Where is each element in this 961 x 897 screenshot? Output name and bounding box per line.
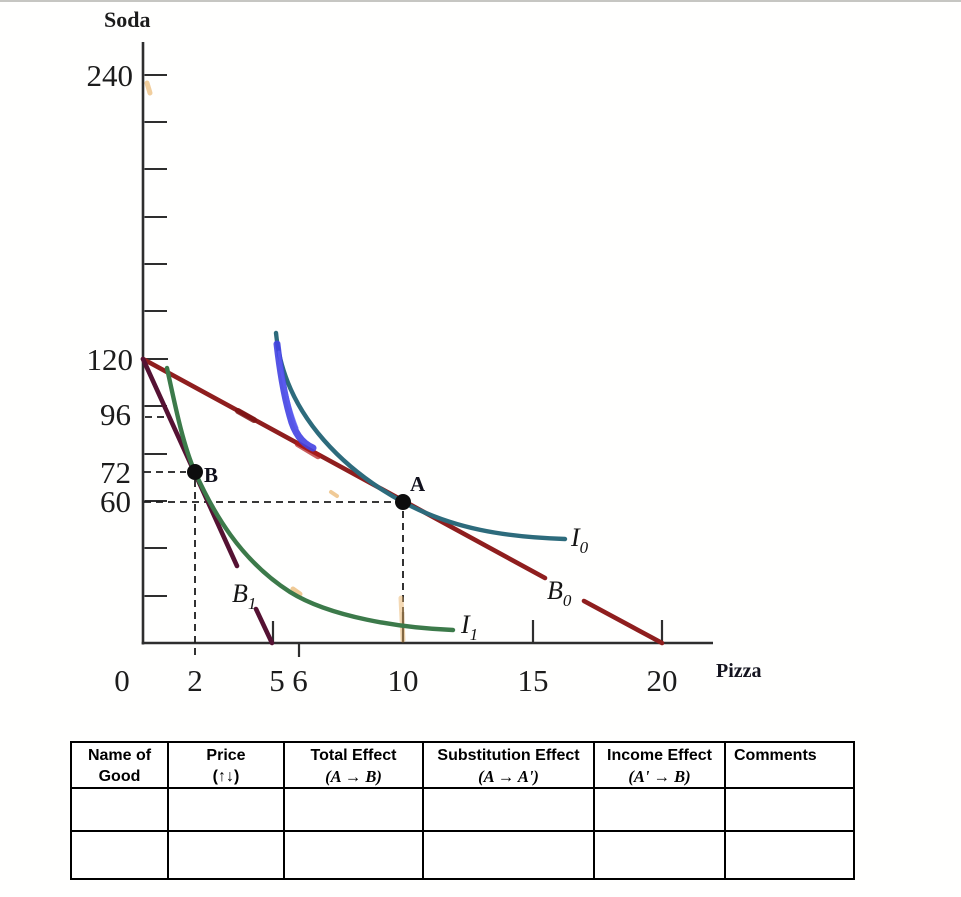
table-cell-row1-comments[interactable] <box>726 789 853 832</box>
budget-line-b0 <box>140 356 665 646</box>
budget-line-b1-label: B1 <box>232 579 256 613</box>
table-cell-row2-total-effect[interactable] <box>285 832 424 878</box>
effects-answer-table: Name of Good Price (↑↓) Total Effect (A … <box>70 741 855 880</box>
table-header-comments: Comments <box>726 743 853 789</box>
y-tick-label-72: 72 <box>100 455 131 490</box>
y-tick-label-96: 96 <box>100 397 131 432</box>
table-header-substitution-effect: Substitution Effect (A → A') <box>424 743 595 789</box>
blue-marker-trace <box>273 340 317 452</box>
indifference-curve-i1 <box>164 365 456 633</box>
indifference-curve-i0-label: I0 <box>570 523 589 557</box>
x-tick-label-6: 6 <box>292 663 308 698</box>
pen-marks-on-b0 <box>235 408 322 460</box>
budget-line-b0-label: B0 <box>547 576 572 610</box>
x-tick-label-2: 2 <box>187 663 203 698</box>
table-cell-row1-price[interactable] <box>169 789 285 832</box>
table-cell-row2-price[interactable] <box>169 832 285 878</box>
dashed-guides <box>144 416 404 656</box>
point-a <box>395 494 411 510</box>
table-cell-row1-name[interactable] <box>72 789 169 832</box>
point-b-label: B <box>204 463 218 487</box>
table-cell-row2-name[interactable] <box>72 832 169 878</box>
table-cell-row2-substitution-effect[interactable] <box>424 832 595 878</box>
y-axis-title: Soda <box>104 7 150 32</box>
point-a-label: A <box>410 472 426 496</box>
x-tick-label-15: 15 <box>518 663 549 698</box>
x-tick-label-10: 10 <box>388 663 419 698</box>
axes <box>141 42 713 645</box>
indifference-curve-i1-label: I1 <box>460 610 478 644</box>
y-tick-label-240: 240 <box>87 58 134 93</box>
table-header-name-of-good: Name of Good <box>72 743 169 789</box>
table-cell-row1-total-effect[interactable] <box>285 789 424 832</box>
table-cell-row1-income-effect[interactable] <box>595 789 726 832</box>
point-b <box>187 464 203 480</box>
table-header-price: Price (↑↓) <box>169 743 285 789</box>
table-cell-row2-income-effect[interactable] <box>595 832 726 878</box>
x-axis-title: Pizza <box>716 660 762 682</box>
highlighter-smudges <box>144 80 406 643</box>
x-tick-label-5: 5 <box>269 663 285 698</box>
page-top-border <box>0 0 961 2</box>
y-tick-label-60: 60 <box>100 484 131 519</box>
indifference-curve-chart: Soda Pizza 240 120 96 72 60 0 2 5 6 10 1… <box>87 7 762 698</box>
table-header-total-effect: Total Effect (A → B) <box>285 743 424 789</box>
table-cell-row2-comments[interactable] <box>726 832 853 878</box>
y-tick-label-120: 120 <box>87 342 134 377</box>
x-tick-label-0: 0 <box>114 663 130 698</box>
y-axis-ticks <box>144 74 168 597</box>
x-axis-ticks <box>271 620 664 657</box>
table-cell-row1-substitution-effect[interactable] <box>424 789 595 832</box>
table-header-income-effect: Income Effect (A' → B) <box>595 743 726 789</box>
x-tick-label-20: 20 <box>647 663 678 698</box>
price-arrows: (↑↓) <box>212 768 240 785</box>
